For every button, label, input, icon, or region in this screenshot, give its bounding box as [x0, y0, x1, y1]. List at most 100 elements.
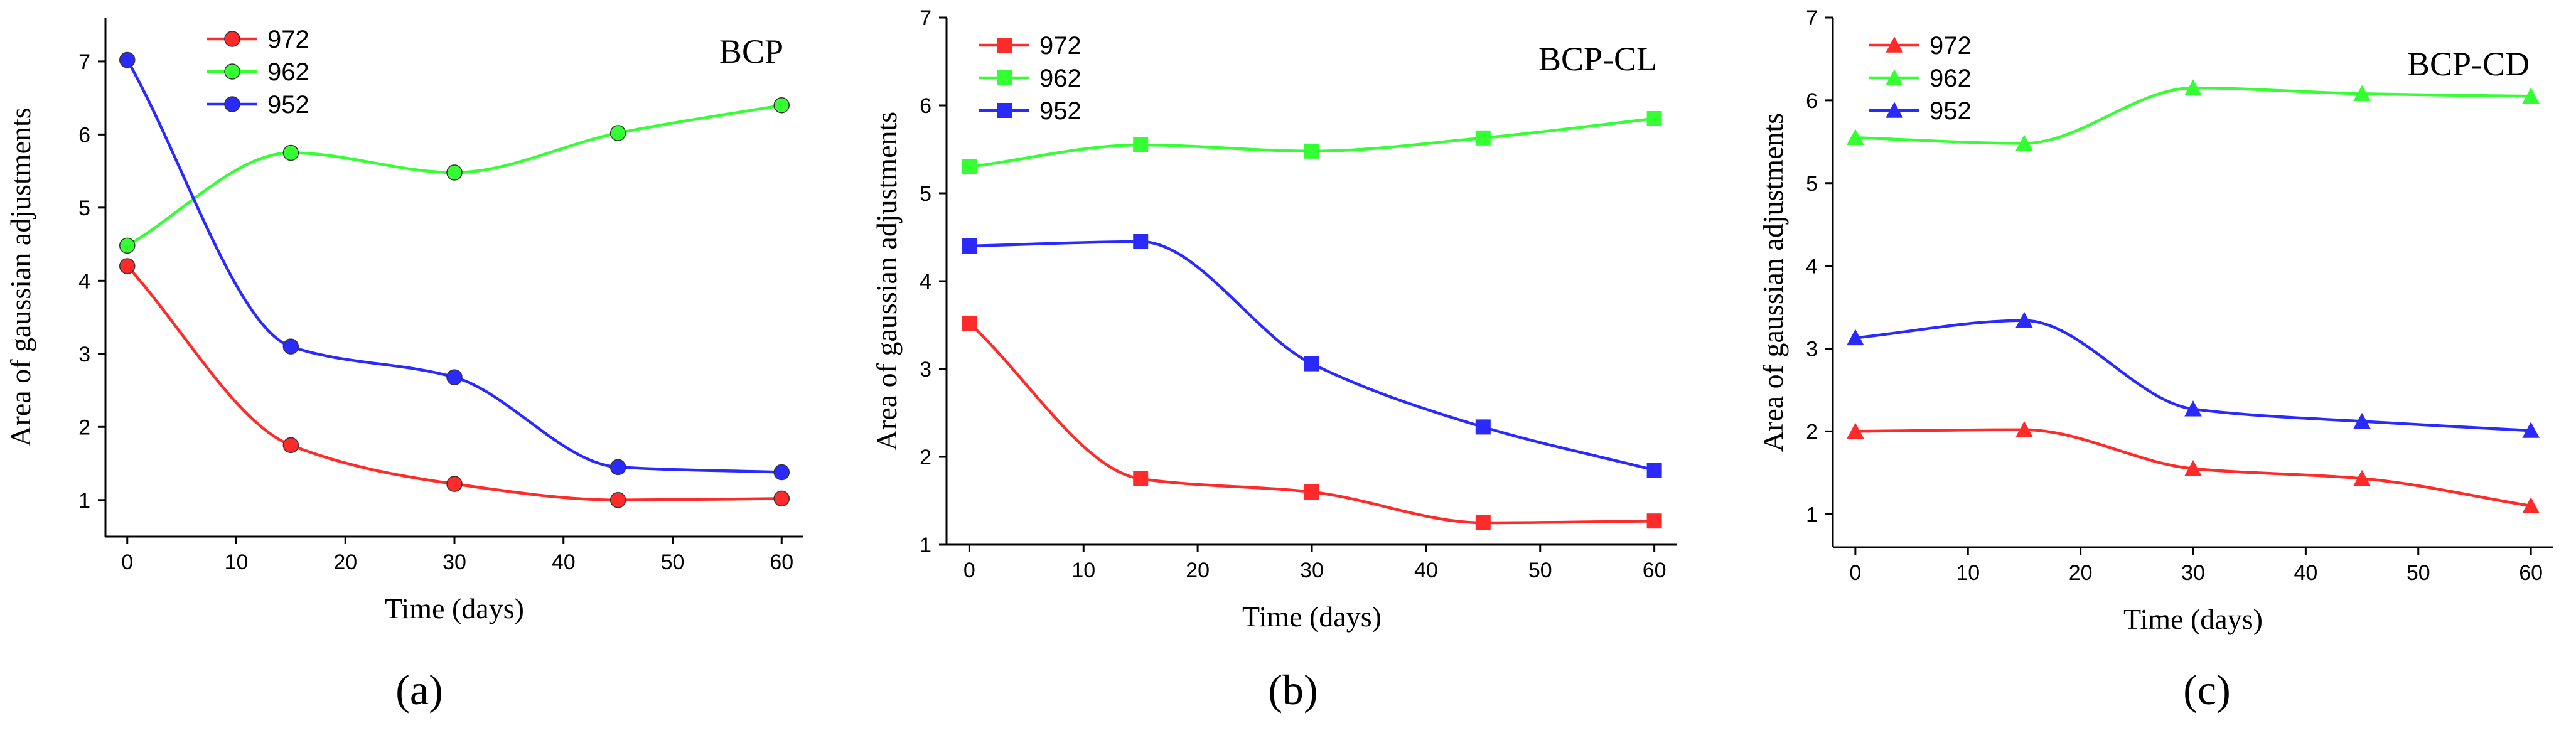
legend-marker — [224, 63, 240, 80]
data-point-972 — [2353, 469, 2371, 486]
y-tick-label: 3 — [920, 358, 931, 382]
x-tick-label: 50 — [2407, 561, 2430, 585]
y-tick-label: 6 — [920, 94, 931, 118]
chart-panel-1: 0 10 20 30 40 50 60 1 2 3 4 5 6 7 Time (days) Area of g… — [4, 18, 803, 714]
data-point-972 — [962, 316, 977, 331]
data-point-952 — [1133, 234, 1149, 249]
series-line-962 — [968, 117, 1656, 169]
data-point-962 — [1646, 111, 1662, 126]
y-tick-label: 4 — [78, 269, 90, 293]
panel-caption: (c) — [2183, 666, 2230, 714]
legend-marker — [224, 31, 240, 47]
data-point-972 — [773, 490, 790, 507]
legend-marker — [1886, 36, 1903, 53]
data-point-952 — [2522, 422, 2540, 438]
data-point-972 — [1304, 484, 1319, 500]
data-point-962 — [1475, 130, 1491, 146]
data-point-972 — [1133, 471, 1149, 486]
panel-title: BCP-CD — [2407, 45, 2530, 83]
y-axis-title: Area of gaussian adjustments — [871, 112, 903, 451]
legend: 972 962 952 — [1869, 32, 1972, 125]
data-point-972 — [1847, 422, 1864, 439]
y-tick-label: 6 — [78, 123, 90, 147]
x-tick-label: 0 — [121, 550, 133, 574]
y-tick-label: 2 — [920, 446, 931, 469]
legend: 972 962 952 — [207, 26, 309, 119]
y-tick-label: 2 — [78, 415, 90, 439]
legend-label: 952 — [267, 91, 309, 119]
y-tick-label: 5 — [920, 182, 931, 206]
x-tick-label: 20 — [333, 550, 357, 574]
x-axis-title: Time (days) — [2123, 603, 2263, 635]
data-point-962 — [2353, 85, 2371, 102]
data-point-952 — [1646, 463, 1662, 478]
legend-label: 972 — [1039, 32, 1081, 60]
y-tick-label: 7 — [920, 6, 931, 30]
y-tick-label: 3 — [1806, 338, 1818, 361]
x-tick-label: 40 — [552, 550, 576, 574]
x-tick-label: 40 — [2294, 561, 2317, 585]
legend-label: 972 — [267, 26, 309, 53]
data-point-952 — [1304, 356, 1319, 372]
x-tick-label: 10 — [1071, 559, 1095, 582]
legend: 972 962 952 — [979, 32, 1081, 125]
legend-label: 952 — [1929, 97, 1972, 125]
data-point-972 — [282, 437, 299, 454]
data-point-952 — [446, 369, 463, 385]
x-tick-label: 0 — [1849, 561, 1861, 585]
x-tick-label: 60 — [1643, 559, 1666, 582]
data-point-962 — [962, 159, 977, 174]
x-tick-label: 60 — [2519, 561, 2543, 585]
data-point-972 — [119, 258, 136, 274]
x-tick-label: 10 — [225, 550, 249, 574]
legend-label: 962 — [1929, 65, 1972, 92]
y-tick-label: 4 — [920, 270, 931, 294]
y-tick-label: 1 — [1806, 503, 1818, 527]
series-line-952 — [126, 58, 783, 474]
y-tick-label: 2 — [1806, 420, 1818, 444]
data-point-952 — [773, 464, 790, 481]
legend-marker — [997, 103, 1012, 118]
data-point-962 — [282, 144, 299, 161]
data-point-972 — [446, 476, 463, 492]
data-point-962 — [1847, 129, 1864, 145]
y-tick-label: 6 — [1806, 89, 1818, 113]
data-point-962 — [2522, 87, 2540, 104]
data-point-972 — [2015, 420, 2033, 437]
data-point-952 — [2184, 400, 2202, 417]
data-point-962 — [773, 97, 790, 114]
x-axis-title: Time (days) — [385, 592, 524, 624]
legend-label: 952 — [1039, 97, 1081, 125]
x-tick-label: 10 — [1956, 561, 1980, 585]
panel-caption: (a) — [395, 666, 443, 714]
x-tick-label: 20 — [1186, 559, 1210, 582]
data-point-962 — [119, 237, 136, 254]
legend-marker — [224, 96, 240, 112]
x-tick-label: 40 — [1414, 559, 1438, 582]
legend-label: 972 — [1929, 32, 1972, 60]
y-tick-label: 5 — [1806, 172, 1818, 196]
data-point-962 — [1304, 143, 1319, 159]
data-point-962 — [2184, 79, 2202, 95]
x-tick-label: 20 — [2069, 561, 2093, 585]
data-point-972 — [609, 492, 626, 508]
data-point-972 — [2522, 497, 2540, 513]
data-point-972 — [1475, 515, 1491, 530]
data-point-962 — [446, 164, 463, 181]
y-axis-title: Area of gaussian adjustments — [1757, 113, 1789, 452]
data-point-972 — [1646, 513, 1662, 529]
legend-marker — [997, 70, 1012, 85]
data-point-962 — [609, 125, 626, 141]
panel-title: BCP-CL — [1538, 40, 1657, 78]
data-point-952 — [2353, 412, 2371, 429]
data-point-952 — [609, 459, 626, 476]
y-axis-title: Area of gaussian adjustments — [4, 107, 36, 446]
data-point-952 — [962, 238, 977, 254]
panel-title: BCP — [719, 33, 783, 70]
x-tick-label: 50 — [1528, 559, 1552, 582]
y-tick-label: 3 — [78, 343, 90, 366]
data-point-952 — [119, 51, 136, 68]
x-tick-label: 60 — [770, 550, 793, 574]
series-line-972 — [126, 264, 783, 502]
